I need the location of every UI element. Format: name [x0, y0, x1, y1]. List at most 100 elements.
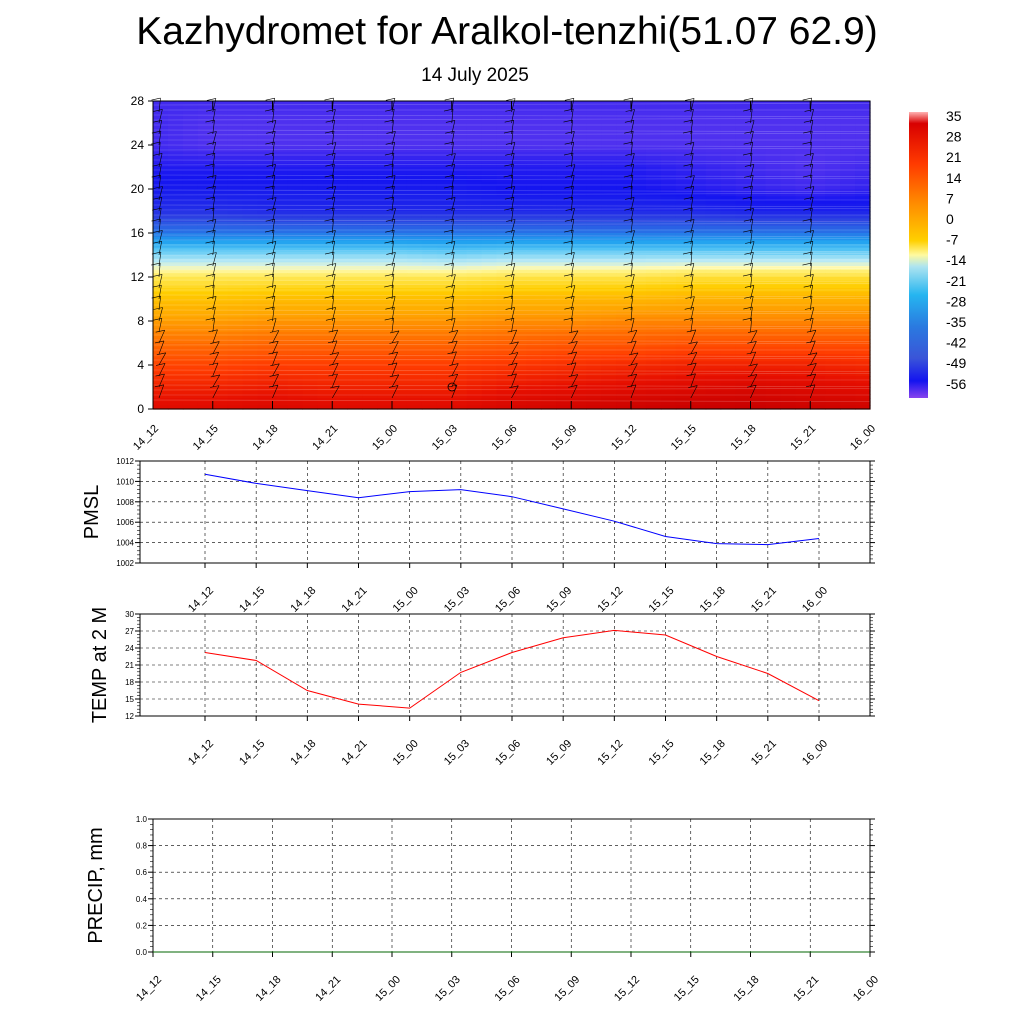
- heatmap-cell: [660, 130, 677, 135]
- heatmap-cell: [855, 390, 871, 395]
- heatmap-cell: [675, 306, 692, 311]
- heatmap-cell: [287, 273, 303, 278]
- heatmap-cell: [272, 119, 289, 124]
- wind-barb-flag: [687, 352, 697, 355]
- heatmap-cell: [541, 343, 557, 348]
- heatmap-cell: [242, 196, 259, 201]
- wind-barb-flag: [444, 306, 454, 310]
- heatmap-cell: [571, 236, 587, 241]
- heatmap-cell: [720, 141, 737, 146]
- heatmap-cell: [362, 225, 378, 230]
- heatmap-cell: [392, 181, 408, 186]
- wind-barb: [332, 329, 338, 344]
- heatmap-cell: [421, 119, 438, 124]
- heatmap-cell: [377, 291, 393, 296]
- heatmap-cell: [451, 306, 468, 311]
- heatmap-cell: [406, 390, 423, 395]
- heatmap-cell: [227, 372, 244, 377]
- heatmap-cell: [750, 346, 767, 351]
- wind-barb: [690, 208, 693, 223]
- heatmap-cell: [735, 306, 752, 311]
- heatmap-cell: [302, 269, 318, 274]
- heatmap-cell: [586, 346, 602, 351]
- heatmap-cell: [586, 350, 602, 355]
- heatmap-cell: [855, 108, 871, 113]
- heatmap-cell: [392, 350, 408, 355]
- heatmap-cell: [197, 229, 214, 234]
- heatmap-cell: [556, 207, 572, 212]
- heatmap-cell: [511, 163, 528, 168]
- heatmap-cell: [645, 343, 662, 348]
- heatmap-cell: [720, 379, 737, 384]
- heatmap-cell: [392, 152, 408, 157]
- x-tick-label: 14_21: [310, 423, 340, 453]
- heatmap-cell: [631, 240, 647, 245]
- heatmap-cell: [377, 178, 393, 183]
- heatmap-cell: [212, 123, 229, 128]
- wind-barb-flag: [807, 363, 817, 366]
- heatmap-cell: [377, 203, 393, 208]
- heatmap-cell: [481, 196, 498, 201]
- heatmap-cell: [496, 200, 513, 205]
- heatmap-cell: [705, 185, 722, 190]
- heatmap-cell: [511, 178, 528, 183]
- heatmap-cell: [556, 379, 572, 384]
- heatmap-cell: [317, 379, 333, 384]
- heatmap-cell: [675, 313, 692, 318]
- heatmap-cell: [780, 156, 796, 161]
- heatmap-cell: [750, 339, 767, 344]
- heatmap-cell: [840, 156, 856, 161]
- heatmap-cell: [616, 302, 632, 307]
- heatmap-cell: [541, 379, 557, 384]
- heatmap-cell: [227, 178, 244, 183]
- heatmap-cell: [571, 328, 587, 333]
- heatmap-cell: [526, 299, 542, 304]
- heatmap-cell: [780, 379, 796, 384]
- heatmap-cell: [631, 372, 647, 377]
- heatmap-cell: [556, 244, 572, 249]
- heatmap-cell: [406, 104, 423, 109]
- heatmap-cell: [541, 159, 557, 164]
- heatmap-cell: [496, 313, 513, 318]
- heatmap-cell: [616, 178, 632, 183]
- heatmap-cell: [392, 288, 408, 293]
- heatmap-cell: [735, 317, 752, 322]
- heatmap-cell: [392, 126, 408, 131]
- heatmap-cell: [556, 255, 572, 260]
- heatmap-cell: [197, 339, 214, 344]
- heatmap-cell: [631, 178, 647, 183]
- heatmap-cell: [302, 247, 318, 252]
- wind-barb: [690, 362, 697, 377]
- heatmap-cell: [466, 269, 483, 274]
- heatmap-cell: [436, 317, 453, 322]
- heatmap-cell: [855, 383, 871, 388]
- heatmap-cell: [347, 211, 363, 216]
- wind-barb-flag: [565, 252, 575, 255]
- heatmap-cell: [406, 115, 423, 120]
- heatmap-cell: [840, 214, 856, 219]
- heatmap-cell: [347, 295, 363, 300]
- heatmap-cell: [795, 247, 811, 252]
- heatmap-cell: [631, 317, 647, 322]
- wind-barb: [451, 120, 456, 135]
- heatmap-cell: [675, 214, 692, 219]
- heatmap-cell: [272, 236, 289, 241]
- heatmap-cell: [362, 126, 378, 131]
- heatmap-cell: [825, 170, 841, 175]
- heatmap-cell: [406, 207, 423, 212]
- heatmap-cell: [272, 328, 289, 333]
- heatmap-cell: [481, 269, 498, 274]
- heatmap-cell: [347, 258, 363, 263]
- heatmap-cell: [332, 167, 348, 172]
- heatmap-cell: [436, 207, 453, 212]
- heatmap-cell: [541, 181, 557, 186]
- heatmap-cell: [272, 339, 289, 344]
- heatmap-cell: [227, 181, 244, 186]
- heatmap-cell: [272, 269, 289, 274]
- heatmap-cell: [197, 137, 214, 142]
- heatmap-cell: [840, 137, 856, 142]
- heatmap-cell: [705, 236, 722, 241]
- heatmap-cell: [526, 247, 542, 252]
- heatmap-cell: [332, 390, 348, 395]
- heatmap-cell: [616, 277, 632, 282]
